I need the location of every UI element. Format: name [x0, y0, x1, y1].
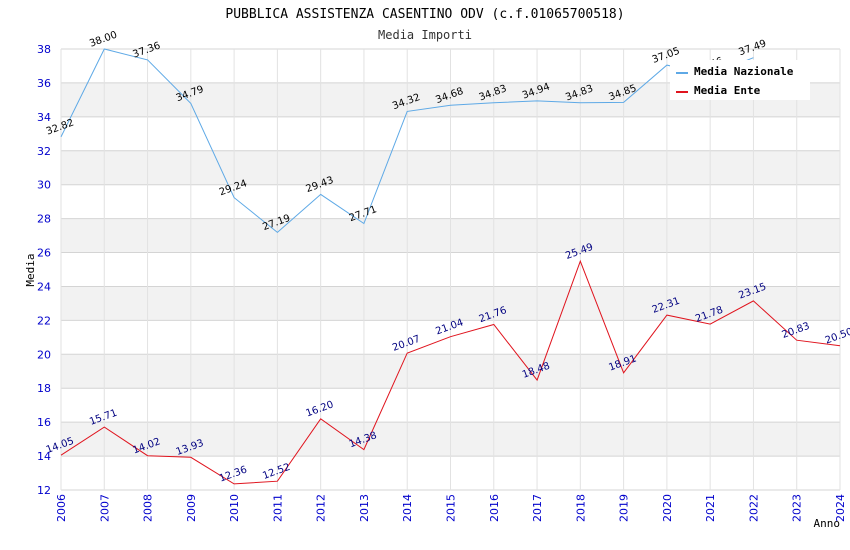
series-lines — [60, 48, 841, 485]
x-tick-label: 2022 — [747, 494, 760, 522]
x-tick-label: 2013 — [358, 494, 371, 522]
legend-label-media-nazionale: Media Nazionale — [694, 65, 794, 78]
y-axis-ticks: 12 14 16 18 20 22 24 26 28 30 32 34 36 38 — [37, 43, 51, 497]
x-tick-label: 2020 — [661, 494, 674, 522]
y-tick-label: 14 — [37, 450, 51, 463]
x-tick-label: 2009 — [185, 494, 198, 522]
y-tick-label: 12 — [37, 484, 51, 497]
y-tick-label: 22 — [37, 314, 51, 327]
x-tick-label: 2021 — [704, 494, 717, 522]
x-tick-label: 2011 — [271, 494, 284, 522]
y-tick-label: 34 — [37, 111, 51, 124]
data-label-media-nazionale: 38.00 — [88, 30, 119, 50]
series-line-media-nazionale — [60, 48, 754, 234]
x-tick-label: 2023 — [791, 494, 804, 522]
x-tick-label: 2010 — [228, 494, 241, 522]
y-tick-label: 20 — [37, 348, 51, 361]
y-tick-label: 28 — [37, 213, 51, 226]
x-tick-label: 2024 — [834, 494, 847, 522]
chart-title: PUBBLICA ASSISTENZA CASENTINO ODV (c.f.0… — [225, 7, 624, 22]
chart-subtitle: Media Importi — [378, 28, 472, 42]
x-tick-label: 2015 — [445, 494, 458, 522]
x-tick-label: 2014 — [401, 494, 414, 522]
x-tick-label: 2017 — [531, 494, 544, 522]
x-axis-ticks: 2006 2007 2008 2009 2010 2011 2012 2013 2014 2015… — [55, 494, 847, 522]
x-tick-label: 2019 — [618, 494, 631, 522]
x-axis-label: Anno — [814, 517, 841, 530]
x-tick-label: 2007 — [98, 494, 111, 522]
y-tick-label: 36 — [37, 77, 51, 90]
x-tick-label: 2008 — [142, 494, 155, 522]
x-tick-label: 2012 — [315, 494, 328, 522]
y-tick-label: 30 — [37, 179, 51, 192]
x-tick-label: 2018 — [574, 494, 587, 522]
x-tick-label: 2006 — [55, 494, 68, 522]
y-tick-label: 38 — [37, 43, 51, 56]
y-tick-label: 18 — [37, 382, 51, 395]
gridlines — [60, 48, 841, 491]
series-line-media-ente — [60, 259, 841, 485]
legend-label-media-ente: Media Ente — [694, 84, 761, 97]
legend: Media Nazionale Media Ente — [670, 60, 810, 100]
y-tick-label: 32 — [37, 145, 51, 158]
y-tick-label: 26 — [37, 247, 51, 260]
y-axis-label: Media — [24, 253, 37, 286]
x-tick-label: 2016 — [488, 494, 501, 522]
y-tick-label: 16 — [37, 416, 51, 429]
legend-box — [670, 60, 810, 100]
y-tick-label: 24 — [37, 280, 51, 293]
